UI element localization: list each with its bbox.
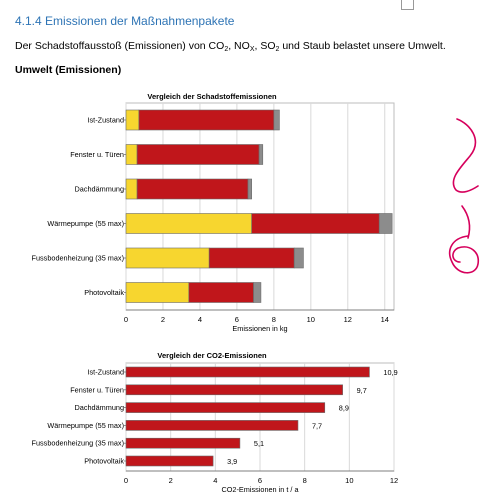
bar-segment bbox=[125, 384, 343, 396]
subheading: Umwelt (Emissionen) bbox=[15, 64, 122, 76]
x-tick-label: 14 bbox=[381, 315, 389, 324]
x-tick-label: 2 bbox=[161, 315, 165, 324]
category-label: Fussbodenheizung (35 max) bbox=[32, 439, 124, 448]
bar-segment bbox=[138, 109, 275, 131]
data-label: 9,7 bbox=[357, 386, 367, 395]
category-label: Ist-Zustand bbox=[88, 368, 125, 377]
chart-title: Vergleich der Schadstoffemissionen bbox=[147, 92, 277, 101]
chart-title: Vergleich der CO2-Emissionen bbox=[157, 351, 267, 360]
bar-segment bbox=[125, 420, 299, 431]
intro-subscript: X bbox=[249, 46, 255, 53]
bar-segment bbox=[208, 247, 295, 269]
category-label: Dachdämmung bbox=[75, 403, 124, 412]
bar-segment bbox=[136, 144, 260, 165]
x-tick-label: 0 bbox=[124, 476, 128, 485]
x-tick-label: 10 bbox=[345, 476, 353, 485]
bar-segment bbox=[125, 144, 138, 165]
x-tick-label: 0 bbox=[124, 315, 128, 324]
x-tick-label: 12 bbox=[390, 476, 398, 485]
data-label: 5,1 bbox=[254, 439, 264, 448]
bar-segment bbox=[258, 144, 264, 165]
x-tick-label: 2 bbox=[169, 476, 173, 485]
category-label: Photovoltaik bbox=[84, 288, 124, 297]
bar-segment bbox=[293, 247, 304, 269]
data-label: 10,9 bbox=[383, 368, 397, 377]
category-label: Photovoltaik bbox=[84, 457, 124, 466]
handwritten-mark-3 bbox=[448, 235, 480, 274]
x-tick-label: 6 bbox=[258, 476, 262, 485]
category-label: Fenster u. Türen bbox=[70, 385, 124, 394]
scroll-marker bbox=[401, 0, 414, 10]
bar-segment bbox=[136, 178, 249, 200]
category-label: Ist-Zustand bbox=[88, 116, 125, 125]
intro-text: Der Schadstoffausstoß (Emissionen) von C… bbox=[15, 40, 446, 53]
handwritten-mark-2 bbox=[461, 205, 471, 239]
data-label: 3,9 bbox=[227, 457, 237, 466]
bar-segment bbox=[188, 282, 254, 303]
x-tick-label: 6 bbox=[235, 315, 239, 324]
category-label: Fenster u. Türen bbox=[70, 150, 124, 159]
intro-part: und Staub belastet unsere Umwelt. bbox=[279, 40, 446, 52]
bar-segment bbox=[125, 366, 370, 378]
data-label: 7,7 bbox=[312, 421, 322, 430]
bar-segment bbox=[251, 213, 380, 234]
bar-segment bbox=[125, 282, 190, 303]
bar-segment bbox=[125, 437, 241, 449]
x-axis-label: Emissionen in kg bbox=[232, 324, 287, 333]
x-tick-label: 10 bbox=[307, 315, 315, 324]
x-axis-label: CO2-Emissionen in t / a bbox=[221, 485, 299, 494]
bar-segment bbox=[378, 213, 393, 234]
intro-subscript: 2 bbox=[224, 46, 229, 53]
bar-segment bbox=[125, 178, 138, 200]
category-label: Fussbodenheizung (35 max) bbox=[32, 254, 124, 263]
x-tick-label: 12 bbox=[344, 315, 352, 324]
bar-segment bbox=[247, 178, 252, 200]
bar-segment bbox=[125, 213, 252, 234]
data-label: 8,9 bbox=[339, 404, 349, 413]
bar-segment bbox=[125, 247, 210, 269]
bar-segment bbox=[125, 455, 214, 467]
x-tick-label: 4 bbox=[198, 315, 202, 324]
x-tick-label: 8 bbox=[303, 476, 307, 485]
bar-segment bbox=[253, 282, 262, 303]
x-tick-label: 8 bbox=[272, 315, 276, 324]
bar-segment bbox=[273, 109, 280, 131]
plot-area bbox=[125, 102, 395, 311]
intro-part: , SO bbox=[254, 40, 276, 52]
x-tick-label: 4 bbox=[213, 476, 217, 485]
intro-part: Der Schadstoffausstoß (Emissionen) von C… bbox=[15, 40, 225, 52]
bar-segment bbox=[125, 109, 140, 131]
section-heading: 4.1.4 Emissionen der Maßnahmenpakete bbox=[15, 14, 235, 28]
category-label: Wärmepumpe (55 max) bbox=[47, 421, 124, 430]
handwritten-mark-1 bbox=[452, 118, 479, 193]
bar-segment bbox=[125, 402, 326, 413]
category-label: Dachdämmung bbox=[75, 185, 124, 194]
intro-part: , NO bbox=[228, 40, 250, 52]
intro-subscript: 2 bbox=[275, 46, 280, 53]
category-label: Wärmepumpe (55 max) bbox=[47, 219, 124, 228]
